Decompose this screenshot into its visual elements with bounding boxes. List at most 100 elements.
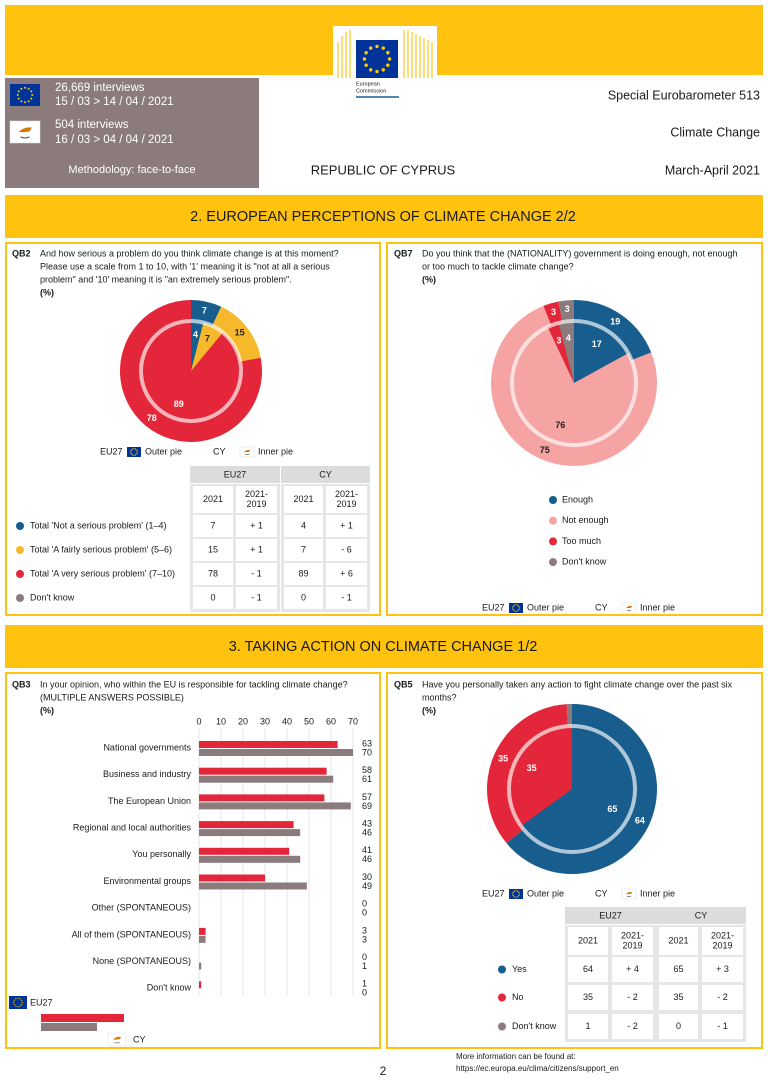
flag-field — [10, 84, 40, 106]
flag-star — [513, 604, 515, 606]
value-label: 58 — [362, 765, 372, 775]
table-value: - 2 — [717, 992, 728, 1002]
bar — [199, 829, 301, 837]
flag-star — [513, 896, 515, 898]
table-cell — [284, 563, 323, 585]
survey-period: March-April 2021 — [665, 163, 760, 177]
question-text: In your opinion, who within the EU is re… — [40, 679, 348, 689]
table-column-header: 2021- — [335, 489, 358, 499]
flag-star — [512, 891, 514, 893]
row-label: Total 'A very serious problem' (7–10) — [30, 568, 175, 578]
flag-star — [136, 451, 138, 453]
flag-star — [131, 454, 133, 456]
cy-flag — [107, 1032, 127, 1047]
y-tick-label: The European Union — [108, 796, 191, 806]
flag-star — [133, 454, 135, 456]
legend-label: EU27 — [100, 446, 123, 456]
flag-star — [517, 604, 519, 606]
slice-label: 7 — [202, 305, 207, 315]
slice-label: 76 — [555, 420, 565, 430]
slice-label: 4 — [566, 333, 571, 343]
legend-swatch — [41, 1014, 124, 1022]
slice-label: 4 — [193, 330, 198, 340]
logo-text: European — [356, 81, 380, 87]
flag-field — [509, 889, 523, 899]
table-value: 7 — [301, 544, 306, 554]
legend-label: Not enough — [562, 515, 609, 525]
flag-star — [136, 449, 138, 451]
table-value: 1 — [585, 1021, 590, 1031]
question-text: Do you think that the (NATIONALITY) gove… — [422, 248, 738, 258]
table-column-header: 2021 — [293, 494, 313, 504]
bar — [199, 935, 206, 943]
legend-label: Enough — [562, 494, 593, 504]
legend-label: EU27 — [30, 997, 53, 1007]
value-label: 57 — [362, 792, 372, 802]
legend-dot — [498, 965, 506, 974]
flag-field — [509, 603, 523, 613]
table-group-label: CY — [695, 910, 708, 920]
slice-label: 17 — [592, 339, 602, 349]
flag-star — [20, 87, 23, 90]
bar — [199, 741, 338, 748]
flag-star — [364, 63, 368, 67]
table-cell — [568, 1014, 608, 1039]
table-cell — [702, 1014, 743, 1039]
pie-slice — [547, 322, 574, 383]
flag-star — [513, 610, 515, 612]
table-cell — [236, 515, 277, 537]
table-cell — [568, 927, 608, 955]
flag-star — [375, 69, 379, 74]
value-label: 61 — [362, 774, 372, 784]
bar — [199, 802, 351, 810]
unit-label: (%) — [422, 705, 436, 715]
table-cell — [326, 539, 367, 561]
y-tick-label: Business and industry — [103, 769, 192, 779]
flag-star — [364, 51, 368, 55]
value-label: 41 — [362, 845, 372, 855]
flag-star — [518, 895, 520, 897]
flag-star — [19, 998, 21, 1000]
flag-star — [21, 1001, 23, 1004]
table-cell — [236, 587, 277, 609]
eu-flag — [10, 84, 40, 106]
table-value: 0 — [210, 592, 215, 602]
legend-label: Too much — [562, 536, 601, 546]
footer-info: https://ec.europa.eu/clima/citizens/supp… — [456, 1064, 619, 1073]
table-column-header: 2021 — [578, 935, 598, 945]
table-group-label: EU27 — [599, 910, 622, 920]
flag-star — [369, 68, 373, 72]
slice-label: 89 — [174, 399, 184, 409]
cy-flag — [9, 120, 41, 144]
x-tick-label: 60 — [326, 716, 336, 726]
flag-star — [31, 94, 34, 96]
y-tick-label: Regional and local authorities — [73, 822, 192, 832]
table-cell — [659, 927, 698, 955]
methodology: Methodology: face-to-face — [68, 164, 195, 176]
table-cell — [702, 985, 743, 1010]
x-tick-label: 50 — [304, 716, 314, 726]
flag-leaves — [20, 136, 30, 139]
flag-star — [515, 890, 517, 892]
bar — [199, 855, 301, 863]
legend-label: CY — [213, 446, 226, 456]
table-value: 78 — [208, 568, 218, 578]
legend-dot — [549, 516, 557, 525]
eu-dates: 15 / 03 > 14 / 04 / 2021 — [55, 96, 174, 108]
value-label: 49 — [362, 881, 372, 891]
flag-star — [27, 87, 30, 90]
value-label: 69 — [362, 801, 372, 811]
legend-dot — [549, 496, 557, 504]
section-band — [5, 195, 763, 238]
slice-label: 19 — [610, 317, 620, 327]
unit-label: (%) — [40, 705, 54, 715]
question-text: And how serious a problem do you think c… — [40, 248, 339, 258]
flag-star — [517, 896, 519, 898]
footer-info: More information can be found at: — [456, 1052, 576, 1061]
legend-label: EU27 — [482, 888, 505, 898]
table-cell — [326, 486, 367, 513]
flag-star — [518, 607, 520, 609]
page-number: 2 — [380, 1064, 387, 1078]
